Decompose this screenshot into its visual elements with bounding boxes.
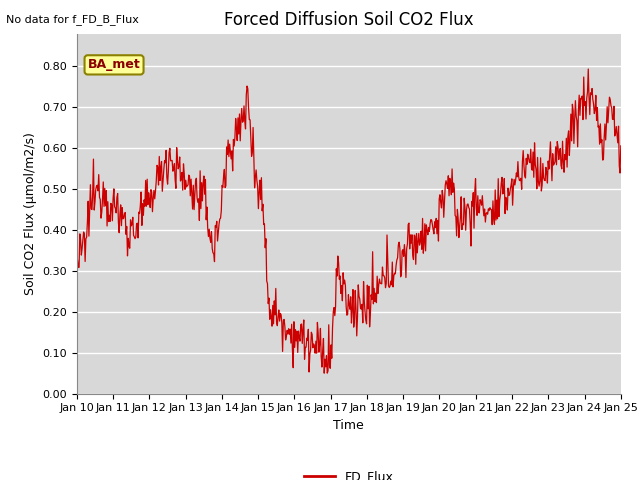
Title: Forced Diffusion Soil CO2 Flux: Forced Diffusion Soil CO2 Flux	[224, 11, 474, 29]
Text: BA_met: BA_met	[88, 59, 140, 72]
Y-axis label: Soil CO2 Flux (μmol/m2/s): Soil CO2 Flux (μmol/m2/s)	[24, 132, 36, 295]
Text: No data for f_FD_B_Flux: No data for f_FD_B_Flux	[6, 14, 140, 25]
X-axis label: Time: Time	[333, 419, 364, 432]
Legend: FD_Flux: FD_Flux	[299, 465, 399, 480]
